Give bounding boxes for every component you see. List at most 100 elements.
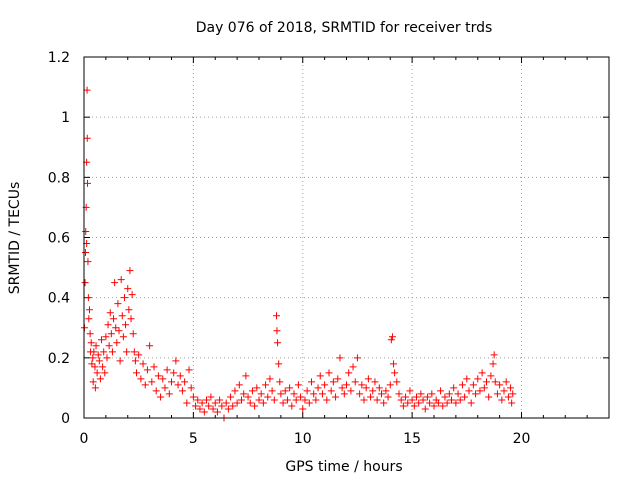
- data-point: [507, 384, 515, 392]
- data-point: [135, 351, 143, 359]
- data-point: [478, 369, 486, 377]
- data-point: [107, 330, 115, 338]
- data-point: [406, 387, 414, 395]
- data-point: [128, 291, 136, 299]
- data-point: [493, 390, 501, 398]
- data-point: [369, 387, 377, 395]
- data-point: [198, 399, 206, 407]
- data-point: [469, 381, 477, 389]
- x-axis-label: GPS time / hours: [285, 459, 402, 475]
- data-point: [168, 378, 175, 386]
- data-point: [170, 369, 178, 377]
- data-point: [421, 405, 429, 413]
- data-point: [349, 363, 357, 371]
- data-point: [428, 390, 436, 398]
- data-point: [450, 384, 458, 392]
- data-point: [100, 348, 108, 356]
- data-point: [294, 381, 302, 389]
- data-point: [380, 399, 388, 407]
- data-point: [277, 390, 285, 398]
- data-point: [358, 381, 366, 389]
- data-point: [235, 381, 243, 389]
- data-point: [316, 372, 324, 380]
- data-point: [104, 321, 112, 329]
- data-point: [262, 381, 270, 389]
- data-point: [211, 399, 219, 407]
- data-point: [390, 360, 398, 368]
- data-point: [117, 276, 125, 284]
- data-point: [410, 402, 418, 410]
- data-point: [185, 366, 193, 374]
- data-point: [84, 179, 91, 187]
- data-point: [183, 399, 191, 407]
- data-point: [120, 294, 128, 302]
- data-point: [194, 396, 202, 404]
- grid-lines: [84, 57, 609, 418]
- data-point: [116, 357, 124, 365]
- data-point: [129, 330, 137, 338]
- data-point: [131, 357, 139, 365]
- data-point: [338, 384, 346, 392]
- data-point: [203, 396, 210, 404]
- data-point: [480, 384, 488, 392]
- data-point: [413, 393, 420, 401]
- data-point: [408, 396, 416, 404]
- data-point: [382, 387, 390, 395]
- data-point: [133, 369, 140, 377]
- data-point: [347, 387, 355, 395]
- data-point: [94, 351, 102, 359]
- data-point: [103, 354, 111, 362]
- data-point: [113, 339, 121, 347]
- axis-ticks: [83, 56, 610, 419]
- data-point: [84, 294, 92, 302]
- y-tick-label: 0.2: [48, 351, 70, 367]
- y-axis-label: SRMTID / TECUs: [7, 182, 23, 295]
- data-point: [257, 390, 265, 398]
- data-point: [329, 378, 337, 386]
- data-point: [178, 387, 186, 395]
- data-point: [91, 363, 99, 371]
- data-point: [388, 333, 396, 341]
- data-point: [472, 390, 480, 398]
- data-point: [88, 360, 96, 368]
- data-point: [205, 402, 213, 410]
- data-point: [439, 402, 447, 410]
- data-point: [336, 354, 344, 362]
- data-point: [445, 390, 453, 398]
- y-tick-label: 0: [61, 411, 70, 427]
- data-point: [127, 315, 135, 323]
- data-point: [391, 369, 399, 377]
- data-point: [292, 396, 300, 404]
- data-point: [384, 393, 392, 401]
- data-point: [299, 405, 307, 413]
- data-point: [176, 372, 184, 380]
- data-point: [378, 390, 385, 398]
- data-point: [99, 363, 107, 371]
- data-point: [172, 357, 180, 365]
- data-point: [281, 387, 289, 395]
- x-tick-label: 5: [189, 431, 198, 447]
- data-point: [353, 354, 361, 362]
- data-point: [174, 381, 182, 389]
- data-point: [229, 402, 237, 410]
- data-point: [310, 390, 318, 398]
- data-point: [163, 366, 171, 374]
- data-point: [122, 321, 130, 329]
- data-point: [430, 402, 438, 410]
- data-point: [146, 342, 154, 350]
- y-tick-label: 0.6: [48, 231, 70, 247]
- data-point: [82, 227, 90, 235]
- data-point: [434, 399, 442, 407]
- data-point: [452, 399, 460, 407]
- data-point: [314, 384, 322, 392]
- data-point: [105, 342, 113, 350]
- data-point: [386, 381, 394, 389]
- data-point: [404, 399, 412, 407]
- data-point: [332, 393, 340, 401]
- data-point: [441, 393, 449, 401]
- data-point: [259, 399, 267, 407]
- data-point: [273, 327, 281, 335]
- data-point: [187, 384, 195, 392]
- plot-frame: [83, 56, 610, 419]
- data-point: [489, 360, 497, 368]
